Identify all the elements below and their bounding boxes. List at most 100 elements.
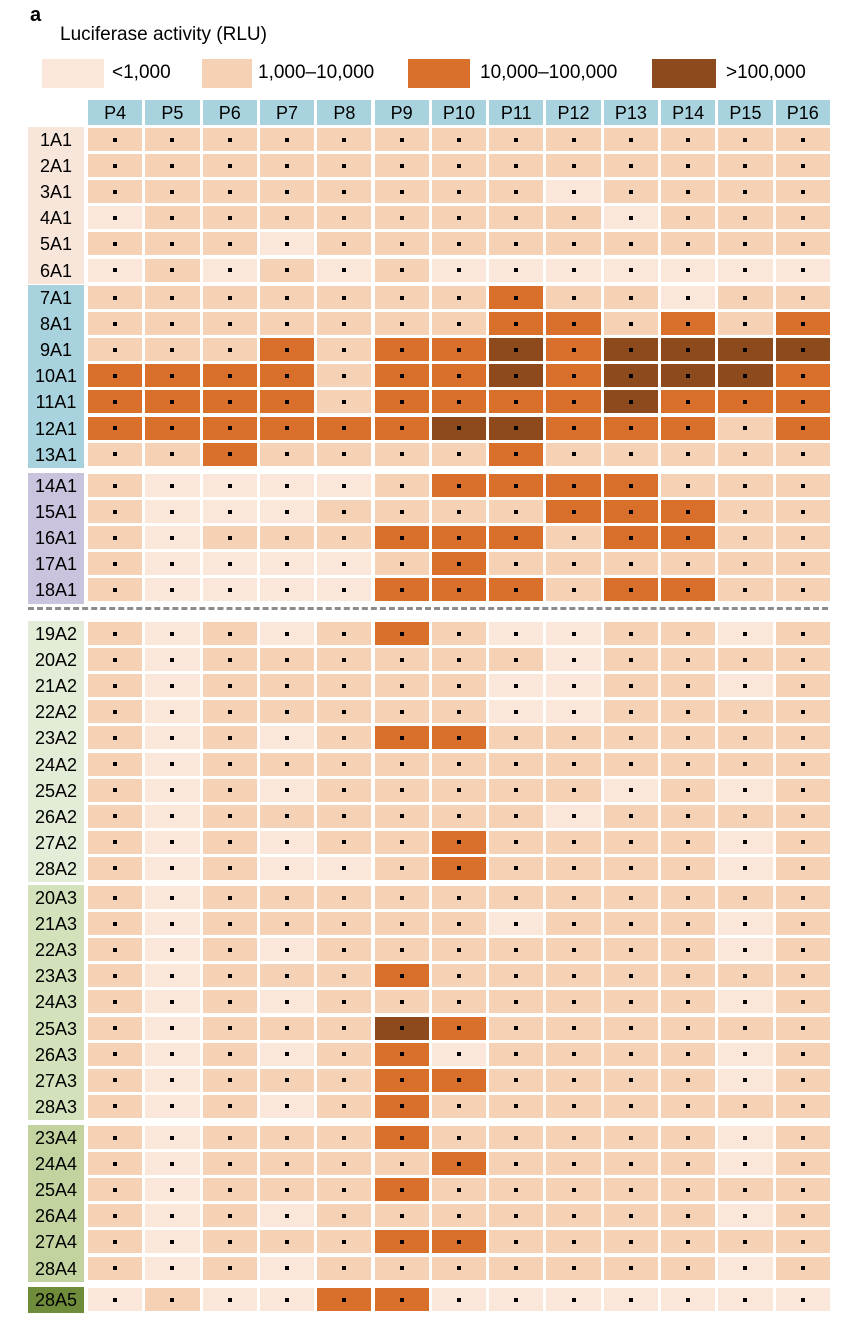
cell-marker: [571, 1161, 576, 1166]
cell-marker: [628, 973, 633, 978]
cell-marker: [342, 137, 347, 142]
cell-marker: [686, 295, 691, 300]
cell-marker: [342, 295, 347, 300]
cell-marker: [285, 587, 290, 592]
cell-marker: [571, 709, 576, 714]
cell-marker: [456, 1026, 461, 1030]
row-label: 16A1: [34, 528, 78, 549]
cell-marker: [113, 137, 118, 142]
cell-marker: [113, 709, 118, 714]
row-label: 4A1: [39, 208, 73, 229]
cell-marker: [628, 509, 633, 514]
cell-marker: [514, 426, 519, 430]
cell-marker: [628, 163, 633, 168]
cell-marker: [113, 1078, 118, 1083]
cell-marker: [686, 452, 691, 457]
cell-marker: [743, 215, 748, 220]
cell-marker: [285, 762, 290, 766]
cell-marker: [285, 788, 290, 793]
cell-marker: [628, 840, 633, 845]
row-label: 3A1: [39, 182, 73, 203]
cell-marker: [227, 1161, 232, 1166]
cell-marker: [456, 657, 461, 662]
cell-marker: [571, 866, 576, 871]
cell-marker: [285, 215, 290, 220]
cell-marker: [456, 1135, 461, 1140]
cell-marker: [800, 921, 805, 926]
cell-marker: [800, 709, 805, 714]
cell-marker: [285, 999, 290, 1004]
legend-swatch: [652, 59, 716, 88]
cell-marker: [227, 1213, 232, 1218]
cell-marker: [342, 947, 347, 952]
cell-marker: [456, 1078, 461, 1083]
row-label: 17A1: [34, 554, 78, 575]
legend-swatch: [202, 59, 252, 88]
cell-marker: [571, 137, 576, 142]
cell-marker: [686, 1213, 691, 1218]
cell-marker: [628, 866, 633, 871]
column-header: P14: [661, 100, 716, 125]
cell-marker: [113, 1052, 118, 1057]
cell-marker: [170, 295, 175, 300]
cell-marker: [743, 1026, 748, 1030]
cell-marker: [628, 215, 633, 220]
cell-marker: [628, 1266, 633, 1270]
cell-marker: [514, 295, 519, 300]
cell-marker: [399, 215, 404, 220]
cell-marker: [399, 399, 404, 404]
cell-marker: [399, 1266, 404, 1270]
column-header: P6: [202, 100, 257, 125]
cell-marker: [227, 137, 232, 142]
cell-marker: [456, 1213, 461, 1218]
row-label: 24A2: [34, 754, 78, 775]
cell-marker: [285, 1104, 290, 1109]
cell-marker: [113, 1104, 118, 1109]
cell-marker: [113, 762, 118, 766]
cell-marker: [800, 1026, 805, 1030]
cell-marker: [113, 1135, 118, 1140]
cell-marker: [686, 840, 691, 845]
cell-marker: [285, 535, 290, 540]
cell-marker: [514, 587, 519, 592]
cell-marker: [342, 1052, 347, 1057]
cell-marker: [399, 814, 404, 819]
cell-marker: [743, 1297, 748, 1302]
cell-marker: [170, 1187, 175, 1192]
cell-marker: [743, 1266, 748, 1270]
cell-marker: [686, 1052, 691, 1057]
column-header: P10: [431, 100, 487, 125]
cell-marker: [800, 452, 805, 457]
cell-marker: [743, 683, 748, 688]
cell-marker: [170, 1161, 175, 1166]
cell-marker: [514, 1213, 519, 1218]
cell-marker: [342, 788, 347, 793]
cell-marker: [227, 268, 232, 272]
cell-marker: [170, 1078, 175, 1083]
cell-marker: [743, 587, 748, 592]
cell-marker: [686, 137, 691, 142]
cell-marker: [743, 1161, 748, 1166]
cell-marker: [342, 683, 347, 688]
cell-marker: [514, 189, 519, 194]
cell-marker: [113, 241, 118, 246]
cell-marker: [342, 1266, 347, 1270]
column-header: P15: [718, 100, 773, 125]
cell-marker: [170, 973, 175, 978]
cell-marker: [628, 657, 633, 662]
cell-marker: [800, 483, 805, 488]
cell-marker: [514, 683, 519, 688]
cell-marker: [686, 587, 691, 592]
cell-marker: [342, 840, 347, 845]
cell-marker: [628, 1052, 633, 1057]
cell-marker: [399, 1187, 404, 1192]
row-label: 23A3: [34, 966, 78, 987]
cell-marker: [456, 399, 461, 404]
cell-marker: [628, 587, 633, 592]
cell-marker: [227, 895, 232, 900]
cell-marker: [170, 814, 175, 819]
cell-marker: [686, 762, 691, 766]
cell-marker: [686, 321, 691, 326]
cell-marker: [743, 814, 748, 819]
cell-marker: [571, 683, 576, 688]
